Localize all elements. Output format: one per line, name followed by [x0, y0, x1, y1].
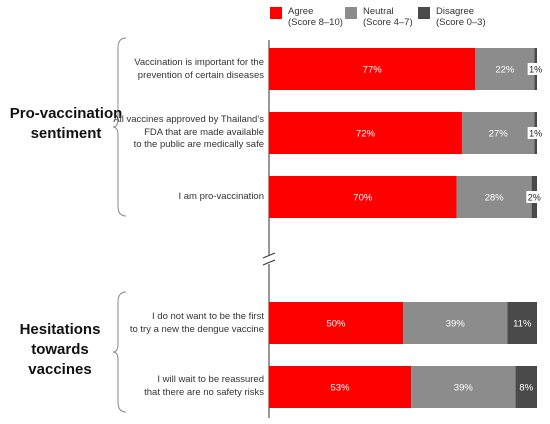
category-label-3: I am pro-vaccination: [84, 191, 264, 204]
small-label-background: [527, 63, 544, 75]
group-brackets: [112, 37, 127, 413]
group-title-line: Pro-vaccination: [9, 105, 123, 122]
legend-label-agree: Agree: [288, 6, 314, 17]
bar-label-neutral-row-4: 39%: [446, 319, 466, 330]
group-title-hesitations: Hesitations towards vaccines: [0, 320, 120, 380]
bar-disagree-row-4: [507, 302, 537, 344]
legend-label-neutral: Neutral: [363, 6, 394, 17]
legend-swatch-disagree: [418, 7, 430, 19]
category-label-line: I am pro-vaccination: [178, 191, 264, 202]
bar-label-neutral-row-5: 39%: [454, 383, 474, 394]
bar-label-disagree-row-3: 2%: [528, 193, 541, 203]
bar-label-agree-row-2: 72%: [356, 129, 376, 140]
axis-break-mark: [262, 259, 276, 266]
legend-sublabel-neutral: (Score 4–7): [363, 17, 413, 28]
bar-neutral-row-2: [461, 112, 535, 154]
bar-label-neutral-row-3: 28%: [485, 193, 505, 204]
category-label-line: I do not want to be the first: [152, 311, 264, 322]
bar-label-disagree-row-2: 1%: [529, 129, 542, 139]
bar-label-agree-row-1: 77%: [363, 65, 383, 76]
legend-sublabel-agree: (Score 8–10): [288, 17, 343, 28]
legend-sublabel-disagree: (Score 0–3): [436, 17, 486, 28]
group-bracket: [112, 37, 127, 217]
group-title-line: vaccines: [28, 361, 92, 378]
bar-label-neutral-row-1: 22%: [495, 65, 515, 76]
axis-break-mark: [262, 252, 276, 259]
category-label-5: I will wait to be reassured that there a…: [84, 374, 264, 399]
category-label-2: All vaccines approved by Thailand’s FDA …: [84, 114, 264, 152]
category-label-4: I do not want to be the first to try a n…: [84, 311, 264, 336]
bar-agree-row-2: [269, 112, 462, 154]
category-label-1: Vaccination is important for the prevent…: [84, 57, 264, 82]
category-axis: [262, 40, 276, 418]
category-label-line: to try a new the dengue vaccine: [129, 323, 264, 335]
category-label-line: All vaccines approved by Thailand’s: [113, 114, 264, 125]
category-label-line: Vaccination is important for the: [134, 57, 264, 68]
bar-neutral-row-4: [403, 302, 508, 344]
bar-agree-row-3: [269, 176, 457, 218]
group-title-line: Hesitations: [19, 321, 101, 338]
bar-neutral-row-3: [456, 176, 532, 218]
category-label-line: that there are no safety risks: [144, 386, 264, 398]
bar-label-disagree-row-4: 11%: [513, 319, 532, 330]
bar-neutral-row-1: [475, 48, 535, 90]
legend-swatch-neutral: [345, 7, 357, 19]
bar-neutral-row-5: [411, 366, 516, 408]
bars-layer: [269, 48, 537, 408]
bar-label-agree-row-4: 50%: [326, 319, 346, 330]
category-label-line: FDA that are made available: [144, 126, 264, 138]
bar-label-agree-row-3: 70%: [353, 193, 373, 204]
bar-agree-row-1: [269, 48, 476, 90]
legend-item-neutral: Neutral (Score 4–7): [345, 6, 413, 28]
category-label-line: I will wait to be reassured: [157, 374, 264, 385]
legend-swatch-agree: [270, 7, 282, 19]
group-title-pro-vaccination: Pro-vaccination sentiment: [0, 104, 132, 144]
group-bracket: [112, 291, 127, 413]
category-label-line: to the public are medically safe: [133, 139, 264, 150]
legend-item-disagree: Disagree (Score 0–3): [418, 6, 486, 28]
bar-label-disagree-row-1: 1%: [529, 65, 542, 75]
group-title-line: sentiment: [30, 125, 102, 142]
small-label-background: [527, 127, 544, 139]
bar-agree-row-5: [269, 366, 412, 408]
bar-agree-row-4: [269, 302, 403, 344]
group-title-line: towards: [31, 341, 89, 358]
bar-label-disagree-row-5: 8%: [519, 383, 533, 394]
small-label-background: [526, 191, 543, 203]
bar-label-agree-row-5: 53%: [331, 383, 351, 394]
bar-label-neutral-row-2: 27%: [489, 129, 509, 140]
legend-label-disagree: Disagree: [436, 6, 475, 17]
category-label-line: prevention of certain diseases: [137, 69, 264, 81]
bar-disagree-row-5: [515, 366, 537, 408]
legend-item-agree: Agree (Score 8–10): [270, 6, 343, 28]
bar-labels-layer: 77% 22% 1% 72% 27% 1% 70% 28% 2% 50% 39% 11% 53% 39% 8…: [326, 63, 544, 394]
